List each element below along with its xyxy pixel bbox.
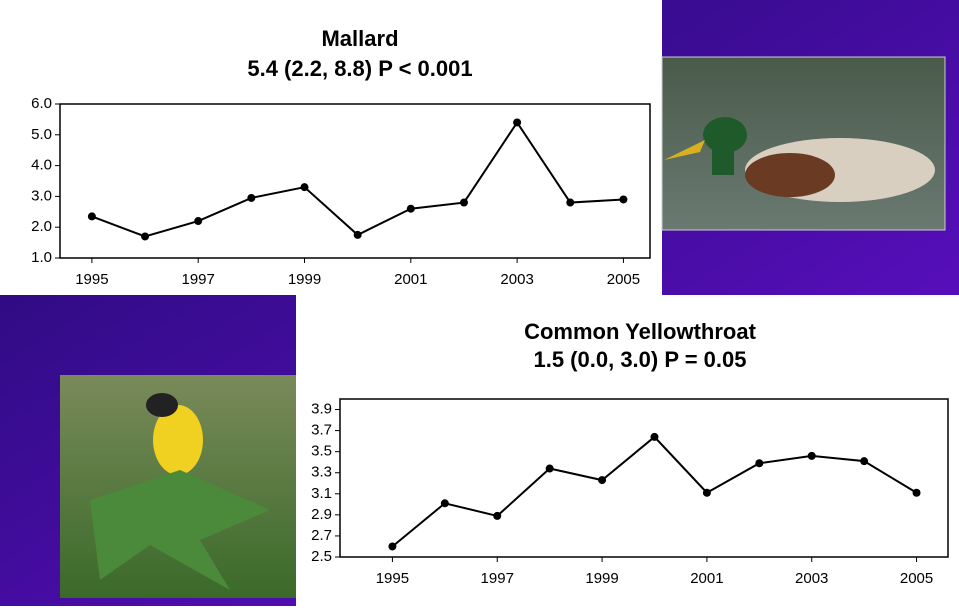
marker: [545, 464, 554, 473]
marker: [300, 183, 309, 192]
x-tick-label: 1999: [288, 271, 321, 288]
y-tick-label: 3.3: [311, 464, 332, 481]
marker: [598, 476, 607, 485]
y-tick-label: 4.0: [31, 157, 52, 174]
marker: [702, 488, 711, 497]
panel: [0, 0, 662, 295]
x-tick-label: 2005: [607, 271, 640, 288]
y-tick-label: 3.7: [311, 422, 332, 439]
duck-photo: [661, 56, 946, 231]
y-tick-label: 5.0: [31, 126, 52, 143]
marker: [388, 542, 397, 551]
chart-subtitle: 1.5 (0.0, 3.0) P = 0.05: [533, 347, 746, 372]
chart-title: Common Yellowthroat: [524, 319, 757, 344]
marker: [406, 204, 415, 213]
x-tick-label: 2001: [394, 271, 427, 288]
y-tick-label: 3.5: [311, 443, 332, 460]
plot-frame: [339, 398, 949, 558]
marker: [912, 488, 921, 497]
plot-frame: [59, 103, 651, 259]
x-tick-label: 1999: [585, 570, 618, 587]
marker: [619, 195, 628, 204]
x-tick-label: 1997: [182, 271, 215, 288]
y-tick-label: 2.9: [311, 506, 332, 523]
chart-subtitle: 5.4 (2.2, 8.8) P < 0.001: [247, 56, 472, 81]
bird-photo: [60, 375, 296, 598]
marker: [247, 193, 256, 202]
y-tick-label: 6.0: [31, 95, 52, 112]
marker: [459, 198, 468, 207]
y-tick-label: 2.7: [311, 527, 332, 544]
y-tick-label: 2.5: [311, 548, 332, 565]
marker: [141, 232, 150, 241]
x-tick-label: 2005: [900, 570, 933, 587]
panel: [296, 295, 959, 606]
y-tick-label: 1.0: [31, 249, 52, 266]
x-tick-label: 1995: [376, 570, 409, 587]
y-tick-label: 3.0: [31, 187, 52, 204]
marker: [493, 511, 502, 520]
x-tick-label: 2003: [500, 271, 533, 288]
marker: [353, 230, 362, 239]
marker: [194, 217, 203, 226]
marker: [860, 457, 869, 466]
marker: [513, 118, 522, 127]
x-tick-label: 2003: [795, 570, 828, 587]
marker: [650, 432, 659, 441]
x-tick-label: 2001: [690, 570, 723, 587]
y-tick-label: 3.1: [311, 485, 332, 502]
marker: [566, 198, 575, 207]
x-tick-label: 1997: [481, 570, 514, 587]
marker: [87, 212, 96, 221]
chart-title: Mallard: [321, 26, 398, 51]
marker: [807, 451, 816, 460]
marker: [755, 459, 764, 468]
y-tick-label: 3.9: [311, 401, 332, 418]
marker: [440, 499, 449, 508]
x-tick-label: 1995: [75, 271, 108, 288]
y-tick-label: 2.0: [31, 218, 52, 235]
